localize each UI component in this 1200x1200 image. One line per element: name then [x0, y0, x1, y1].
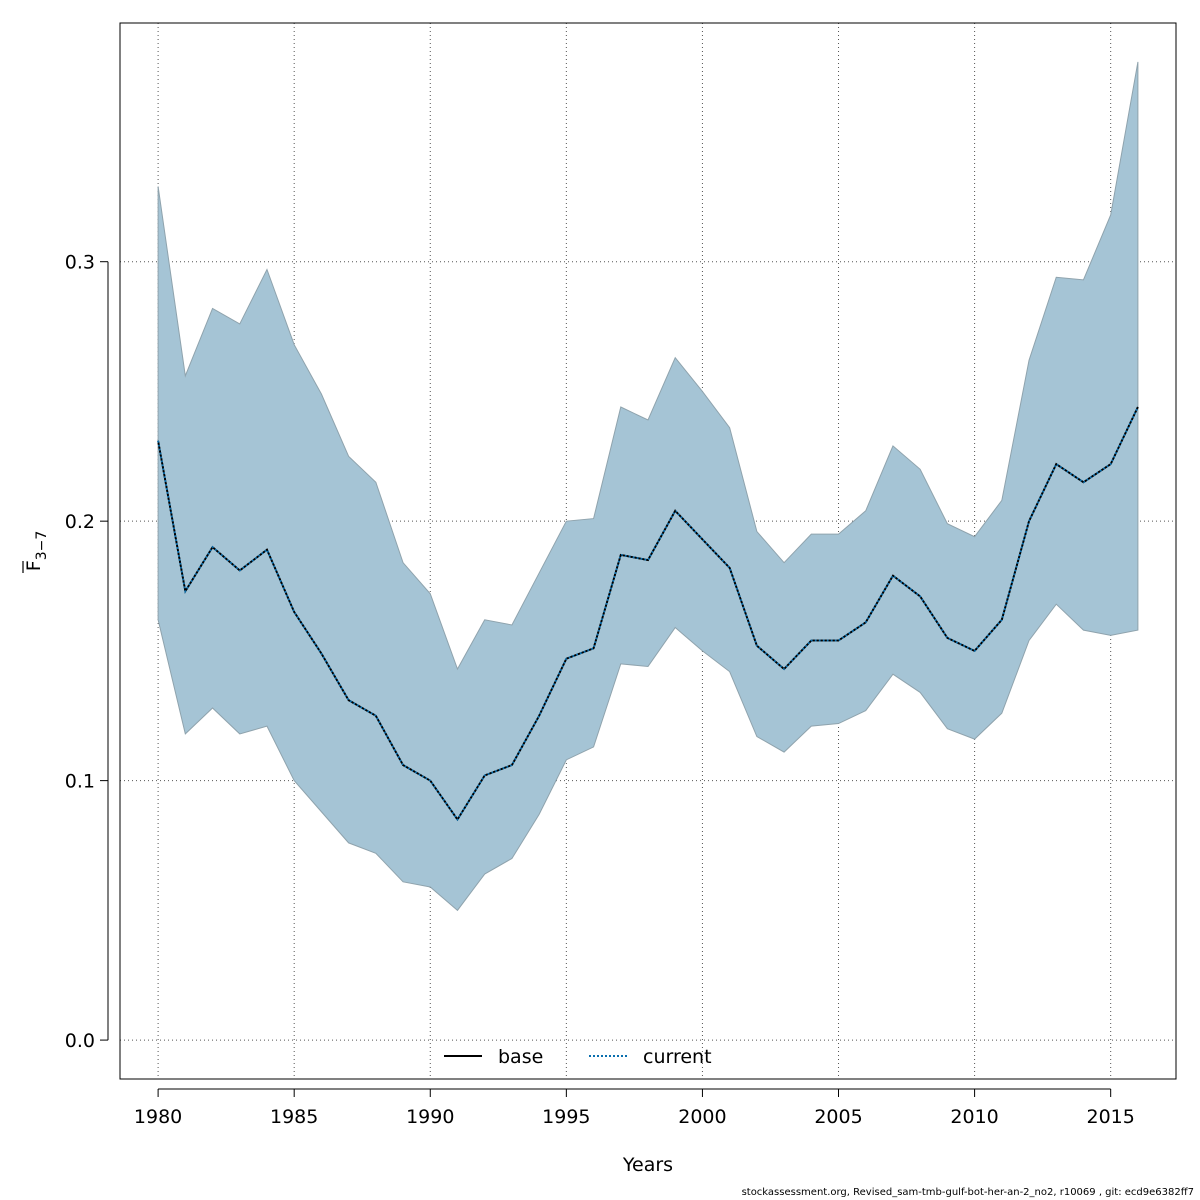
legend: base current [444, 1046, 712, 1068]
y-tick-label: 0.3 [65, 252, 95, 274]
legend-label-base: base [498, 1046, 543, 1068]
x-axis-title: Years [622, 1154, 673, 1176]
x-tick-label: 2000 [678, 1106, 726, 1128]
series-line-current-alt [157, 406, 1139, 822]
x-tick-label: 1995 [542, 1106, 590, 1128]
y-axis-title-text: F3−7 [23, 531, 50, 571]
x-tick-label: 1990 [406, 1106, 454, 1128]
y-axis-title-subscript: 3−7 [34, 531, 50, 561]
x-tick-label: 2010 [950, 1106, 998, 1128]
x-tick-label: 1980 [134, 1106, 182, 1128]
legend-label-current: current [643, 1046, 712, 1068]
x-tick-label: 2005 [814, 1106, 862, 1128]
x-tick-label: 2015 [1087, 1106, 1135, 1128]
confidence-band [157, 61, 1139, 912]
y-tick-label: 0.0 [65, 1030, 95, 1052]
y-axis-title: F3−7 [22, 531, 50, 573]
footer-credit: stockassessment.org, Revised_sam-tmb-gul… [741, 1187, 1194, 1198]
series-line-current [157, 406, 1139, 822]
x-tick-label: 1985 [270, 1106, 318, 1128]
y-axis-title-base: F [23, 560, 45, 571]
y-axis: 0.0 0.1 0.2 0.3 [65, 252, 109, 1052]
y-tick-label: 0.1 [65, 771, 95, 793]
series-lines [157, 406, 1139, 822]
plot-frame [119, 22, 1177, 1080]
y-tick-label: 0.2 [65, 511, 95, 533]
x-axis: 1980 1985 1990 1995 2000 2005 2010 2015 [134, 1088, 1135, 1128]
